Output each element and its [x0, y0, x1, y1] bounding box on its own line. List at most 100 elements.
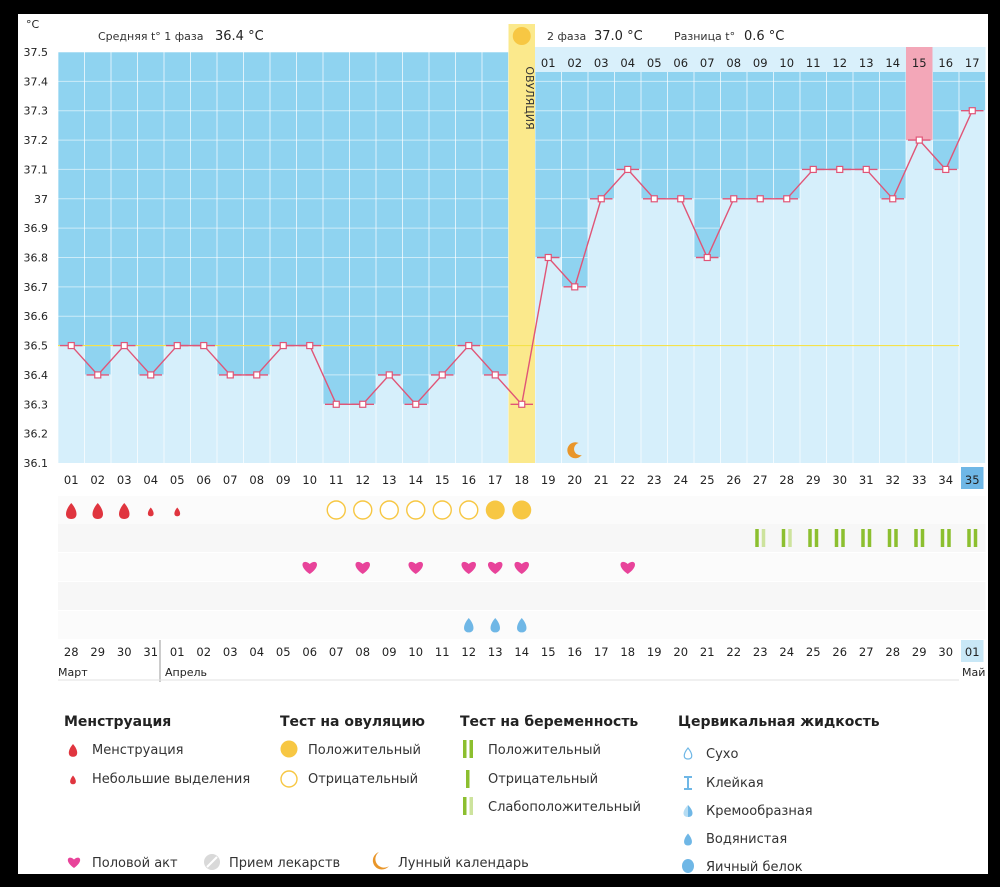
ovulation-band: [508, 24, 535, 463]
cycle-day-label: 05: [170, 473, 185, 487]
phase2-day-cell: [694, 47, 721, 72]
pregnancy-test-positive-icon: [808, 529, 819, 547]
medication-icon-line: [206, 856, 218, 868]
phase2-day-cell: [800, 47, 827, 72]
pregnancy-test-weak-icon: [781, 529, 792, 547]
pregnancy-test-weak-icon: [755, 529, 766, 547]
temp-point: [862, 165, 870, 174]
phase2-day-cell: [879, 47, 906, 72]
calendar-date-label: 20: [673, 645, 688, 659]
moon-icon: [567, 442, 582, 459]
legend-sticky-icon: [684, 776, 692, 790]
intercourse-heart-icon: [461, 561, 476, 574]
y-tick-label: 36.3: [24, 398, 49, 411]
phase2-label: 2 фаза: [547, 30, 586, 43]
test-line: [947, 529, 951, 547]
legend-title-cervical: Цервикальная жидкость: [678, 714, 880, 730]
calendar-date-label: 14: [514, 645, 529, 659]
test-line: [808, 529, 812, 547]
temp-point: [783, 195, 791, 203]
legend-item: Отрицательный: [488, 772, 598, 787]
phase2-day-cell: [641, 47, 668, 72]
phase1-value: 36.4 °C: [215, 29, 264, 44]
phase2-day-cell: [720, 47, 747, 72]
temp-bar: [402, 404, 429, 463]
legend-item: Прием лекарств: [229, 856, 340, 871]
test-line: [841, 529, 845, 547]
temp-bar: [111, 345, 138, 463]
phase2-day-label: 09: [753, 56, 768, 70]
cervical-egg-white-icon: [517, 618, 527, 633]
phase2-day-label: 04: [620, 56, 635, 70]
phase2-day-label: 07: [700, 56, 715, 70]
intercourse-heart-icon: [355, 561, 370, 574]
phase2-day-cell: [614, 47, 641, 72]
legend-spotting-icon: [70, 775, 76, 785]
phase2-day-cell: [853, 47, 880, 72]
temp-point: [809, 165, 817, 174]
temp-point: [359, 400, 367, 408]
legend-creamy-icon: [688, 805, 693, 817]
phase2-day-cell: [932, 47, 959, 72]
ovulation-label: ОВУЛЯЦИЯ: [523, 66, 536, 129]
temp-bar: [800, 169, 827, 463]
temp-point: [756, 195, 764, 203]
calendar-date-label: 10: [408, 645, 423, 659]
legend-item: Половой акт: [92, 856, 178, 871]
spotting-drop-icon: [147, 507, 154, 517]
temp-point: [279, 341, 287, 350]
test-line: [834, 529, 839, 547]
legend-item: Лунный календарь: [398, 856, 529, 871]
temp-point: [465, 341, 473, 350]
legend-title-menstruation: Менструация: [64, 714, 171, 730]
temp-bar: [561, 286, 588, 463]
pregnancy-test-positive-icon: [967, 529, 978, 547]
y-tick-label: 36.1: [24, 457, 49, 470]
temp-point: [200, 341, 208, 350]
cycle-day-label: 22: [620, 473, 635, 487]
legend-item: Положительный: [488, 743, 601, 758]
y-tick-label: 36.8: [24, 252, 49, 265]
temp-point: [438, 371, 446, 379]
phase2-day-label: 11: [806, 56, 821, 70]
temp-point: [226, 371, 234, 379]
calendar-date-label: 05: [276, 645, 291, 659]
y-tick-label: 36.7: [24, 281, 49, 294]
temp-point: [120, 341, 128, 350]
cycle-day-label: 21: [594, 473, 609, 487]
phase2-day-cell: [826, 47, 853, 72]
temp-bar: [773, 198, 800, 464]
calendar-date-label: 15: [541, 645, 556, 659]
temp-point: [730, 195, 738, 203]
cycle-day-label: 03: [117, 473, 132, 487]
bbt-chart: ОВУЛЯЦИЯ Средняя t° 1 фаза 36.4 °C 2 фаза 37…: [24, 18, 986, 874]
temp-bar: [853, 169, 880, 463]
calendar-date-label: 12: [461, 645, 476, 659]
cycle-day-label: 01: [64, 473, 79, 487]
phase2-day-label: 08: [726, 56, 741, 70]
calendar-date-label: 25: [806, 645, 821, 659]
y-tick-label: 37: [34, 193, 48, 206]
month-label: Март: [58, 666, 88, 679]
temp-bar: [455, 345, 482, 463]
temp-point: [703, 253, 711, 262]
calendar-date-label: 28: [885, 645, 900, 659]
phase2-value: 37.0 °C: [594, 29, 643, 44]
pregnancy-test-positive-icon: [834, 529, 845, 547]
cycle-day-label: 07: [223, 473, 238, 487]
pregnancy-test-positive-icon: [914, 529, 925, 547]
phase2-day-label: 01: [541, 56, 556, 70]
cervical-egg-white-icon: [464, 618, 474, 633]
temp-bar: [879, 198, 906, 464]
phase2-day-label: 15: [912, 56, 927, 70]
temp-bar: [429, 374, 456, 463]
calendar-date-label: 29: [90, 645, 105, 659]
calendar-date-label: 21: [700, 645, 715, 659]
calendar-date-label: 01: [965, 645, 980, 659]
phase2-day-label: 14: [885, 56, 900, 70]
ovulation-sun-icon: [512, 27, 531, 45]
phase2-day-label: 12: [832, 56, 847, 70]
test-line: [463, 740, 467, 758]
phase2-day-cell: [773, 47, 800, 72]
temp-bar: [747, 198, 774, 464]
